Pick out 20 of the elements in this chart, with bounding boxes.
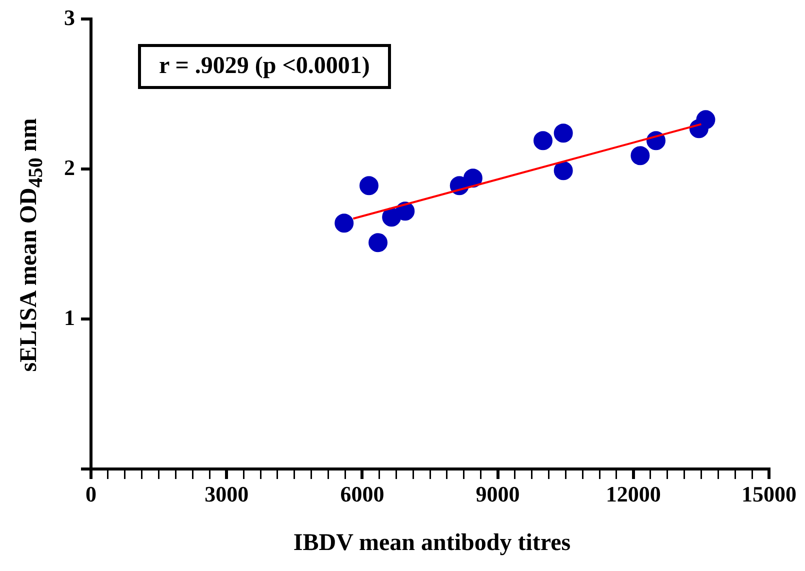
point: [368, 233, 388, 252]
point: [334, 214, 354, 233]
x-tick-label: 9000: [476, 482, 520, 507]
y-tick-label: 2: [64, 154, 75, 180]
y-tick-label: 3: [64, 4, 75, 30]
point: [630, 146, 650, 166]
point: [554, 161, 573, 180]
x-tick-label: 3000: [204, 482, 249, 507]
x-tick-label: 12000: [606, 482, 661, 507]
point: [696, 110, 716, 130]
point: [534, 131, 552, 150]
point: [463, 168, 482, 188]
x-tick-label: 15000: [742, 482, 796, 507]
x-tick-label: 6000: [340, 482, 384, 507]
y-tick-label: 1: [64, 304, 75, 330]
x-tick-label: 0: [86, 482, 96, 507]
point: [554, 124, 573, 143]
x-axis-title: IBDV mean antibody titres: [292, 530, 572, 557]
point: [359, 176, 378, 196]
annotation: r = .9029 (p <0.0001): [138, 44, 391, 89]
